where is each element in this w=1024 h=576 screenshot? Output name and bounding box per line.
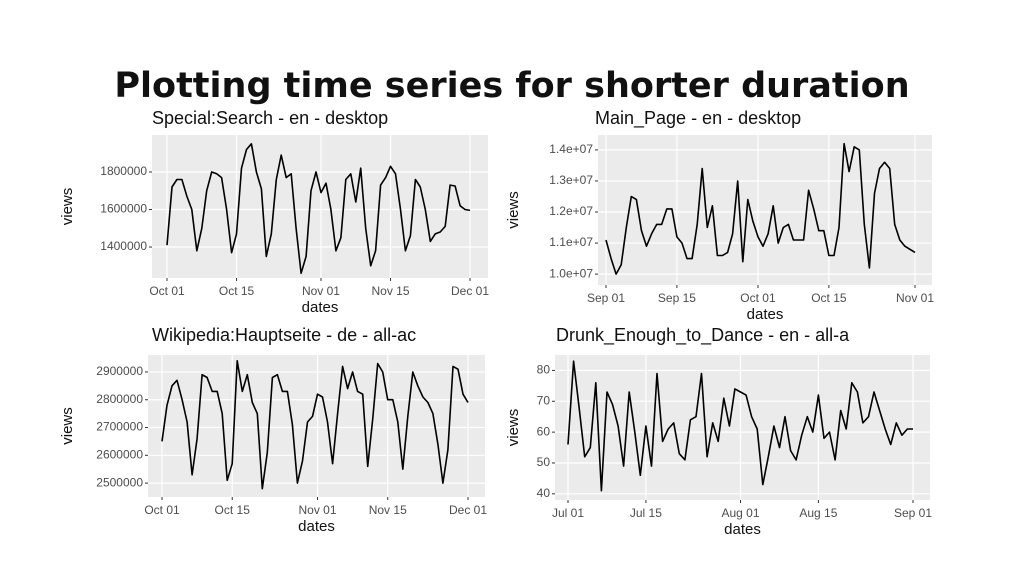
x-tick-label: Nov 01 [302,284,340,298]
y-tick-label: 2600000 [96,447,143,461]
y-tick-label: 80 [537,363,551,377]
series-line [166,143,471,275]
y-tick-label: 40 [537,486,551,500]
y-tick-label: 70 [537,393,551,407]
y-tick-label: 1.1e+07 [549,235,593,249]
x-tick-label: Oct 15 [219,284,255,298]
y-tick-label: 1400000 [100,239,147,253]
y-tick-label: 2800000 [96,392,143,406]
y-tick-label: 2700000 [96,420,143,434]
y-axis-label: views [505,191,522,229]
y-tick-label: 50 [537,455,551,469]
y-tick-label: 1.0e+07 [549,266,593,280]
plot-panel [598,135,932,285]
y-tick-label: 2500000 [96,475,143,489]
x-tick-label: Oct 01 [144,503,180,517]
series-line [567,360,913,492]
y-tick-label: 1.2e+07 [549,204,593,218]
plot-panel [152,135,488,278]
x-tick-label: Nov 15 [369,503,407,517]
y-tick-label: 2900000 [96,364,143,378]
x-axis-label: dates [724,521,761,538]
x-tick-label: Nov 01 [896,291,934,305]
x-tick-label: Jul 15 [630,506,662,520]
slide-title: Plotting time series for shorter duratio… [114,66,909,106]
x-tick-label: Oct 15 [215,503,251,517]
y-tick-label: 1.3e+07 [549,173,593,187]
x-tick-label: Oct 01 [149,284,185,298]
chart-title: Drunk_Enough_to_Dance - en - all-a [556,325,850,346]
x-tick-label: Sep 01 [894,506,932,520]
x-tick-label: Oct 15 [811,291,847,305]
x-tick-label: Sep 01 [587,291,625,305]
chart-title: Wikipedia:Hauptseite - de - all-ac [152,325,416,345]
y-axis-label: views [59,407,76,445]
plot-panel [555,355,930,500]
series-line [605,142,916,275]
plot-panel [148,355,485,497]
x-tick-label: Aug 15 [799,506,837,520]
x-tick-label: Jul 01 [552,506,584,520]
series-line [161,360,469,490]
x-axis-label: dates [302,299,339,316]
y-tick-label: 1800000 [100,164,147,178]
x-tick-label: Sep 15 [658,291,696,305]
y-tick-label: 1600000 [100,202,147,216]
y-axis-label: views [59,188,76,226]
y-tick-label: 1.4e+07 [549,142,593,156]
y-axis-label: views [505,409,522,447]
chart-title: Main_Page - en - desktop [595,108,801,129]
x-tick-label: Dec 01 [449,503,487,517]
x-tick-label: Nov 15 [372,284,410,298]
x-axis-label: dates [298,518,335,535]
x-tick-label: Dec 01 [451,284,489,298]
x-tick-label: Oct 01 [740,291,776,305]
x-tick-label: Aug 01 [721,506,759,520]
x-axis-label: dates [747,306,784,323]
chart-title: Special:Search - en - desktop [152,108,388,128]
x-tick-label: Nov 01 [298,503,336,517]
y-tick-label: 60 [537,424,551,438]
